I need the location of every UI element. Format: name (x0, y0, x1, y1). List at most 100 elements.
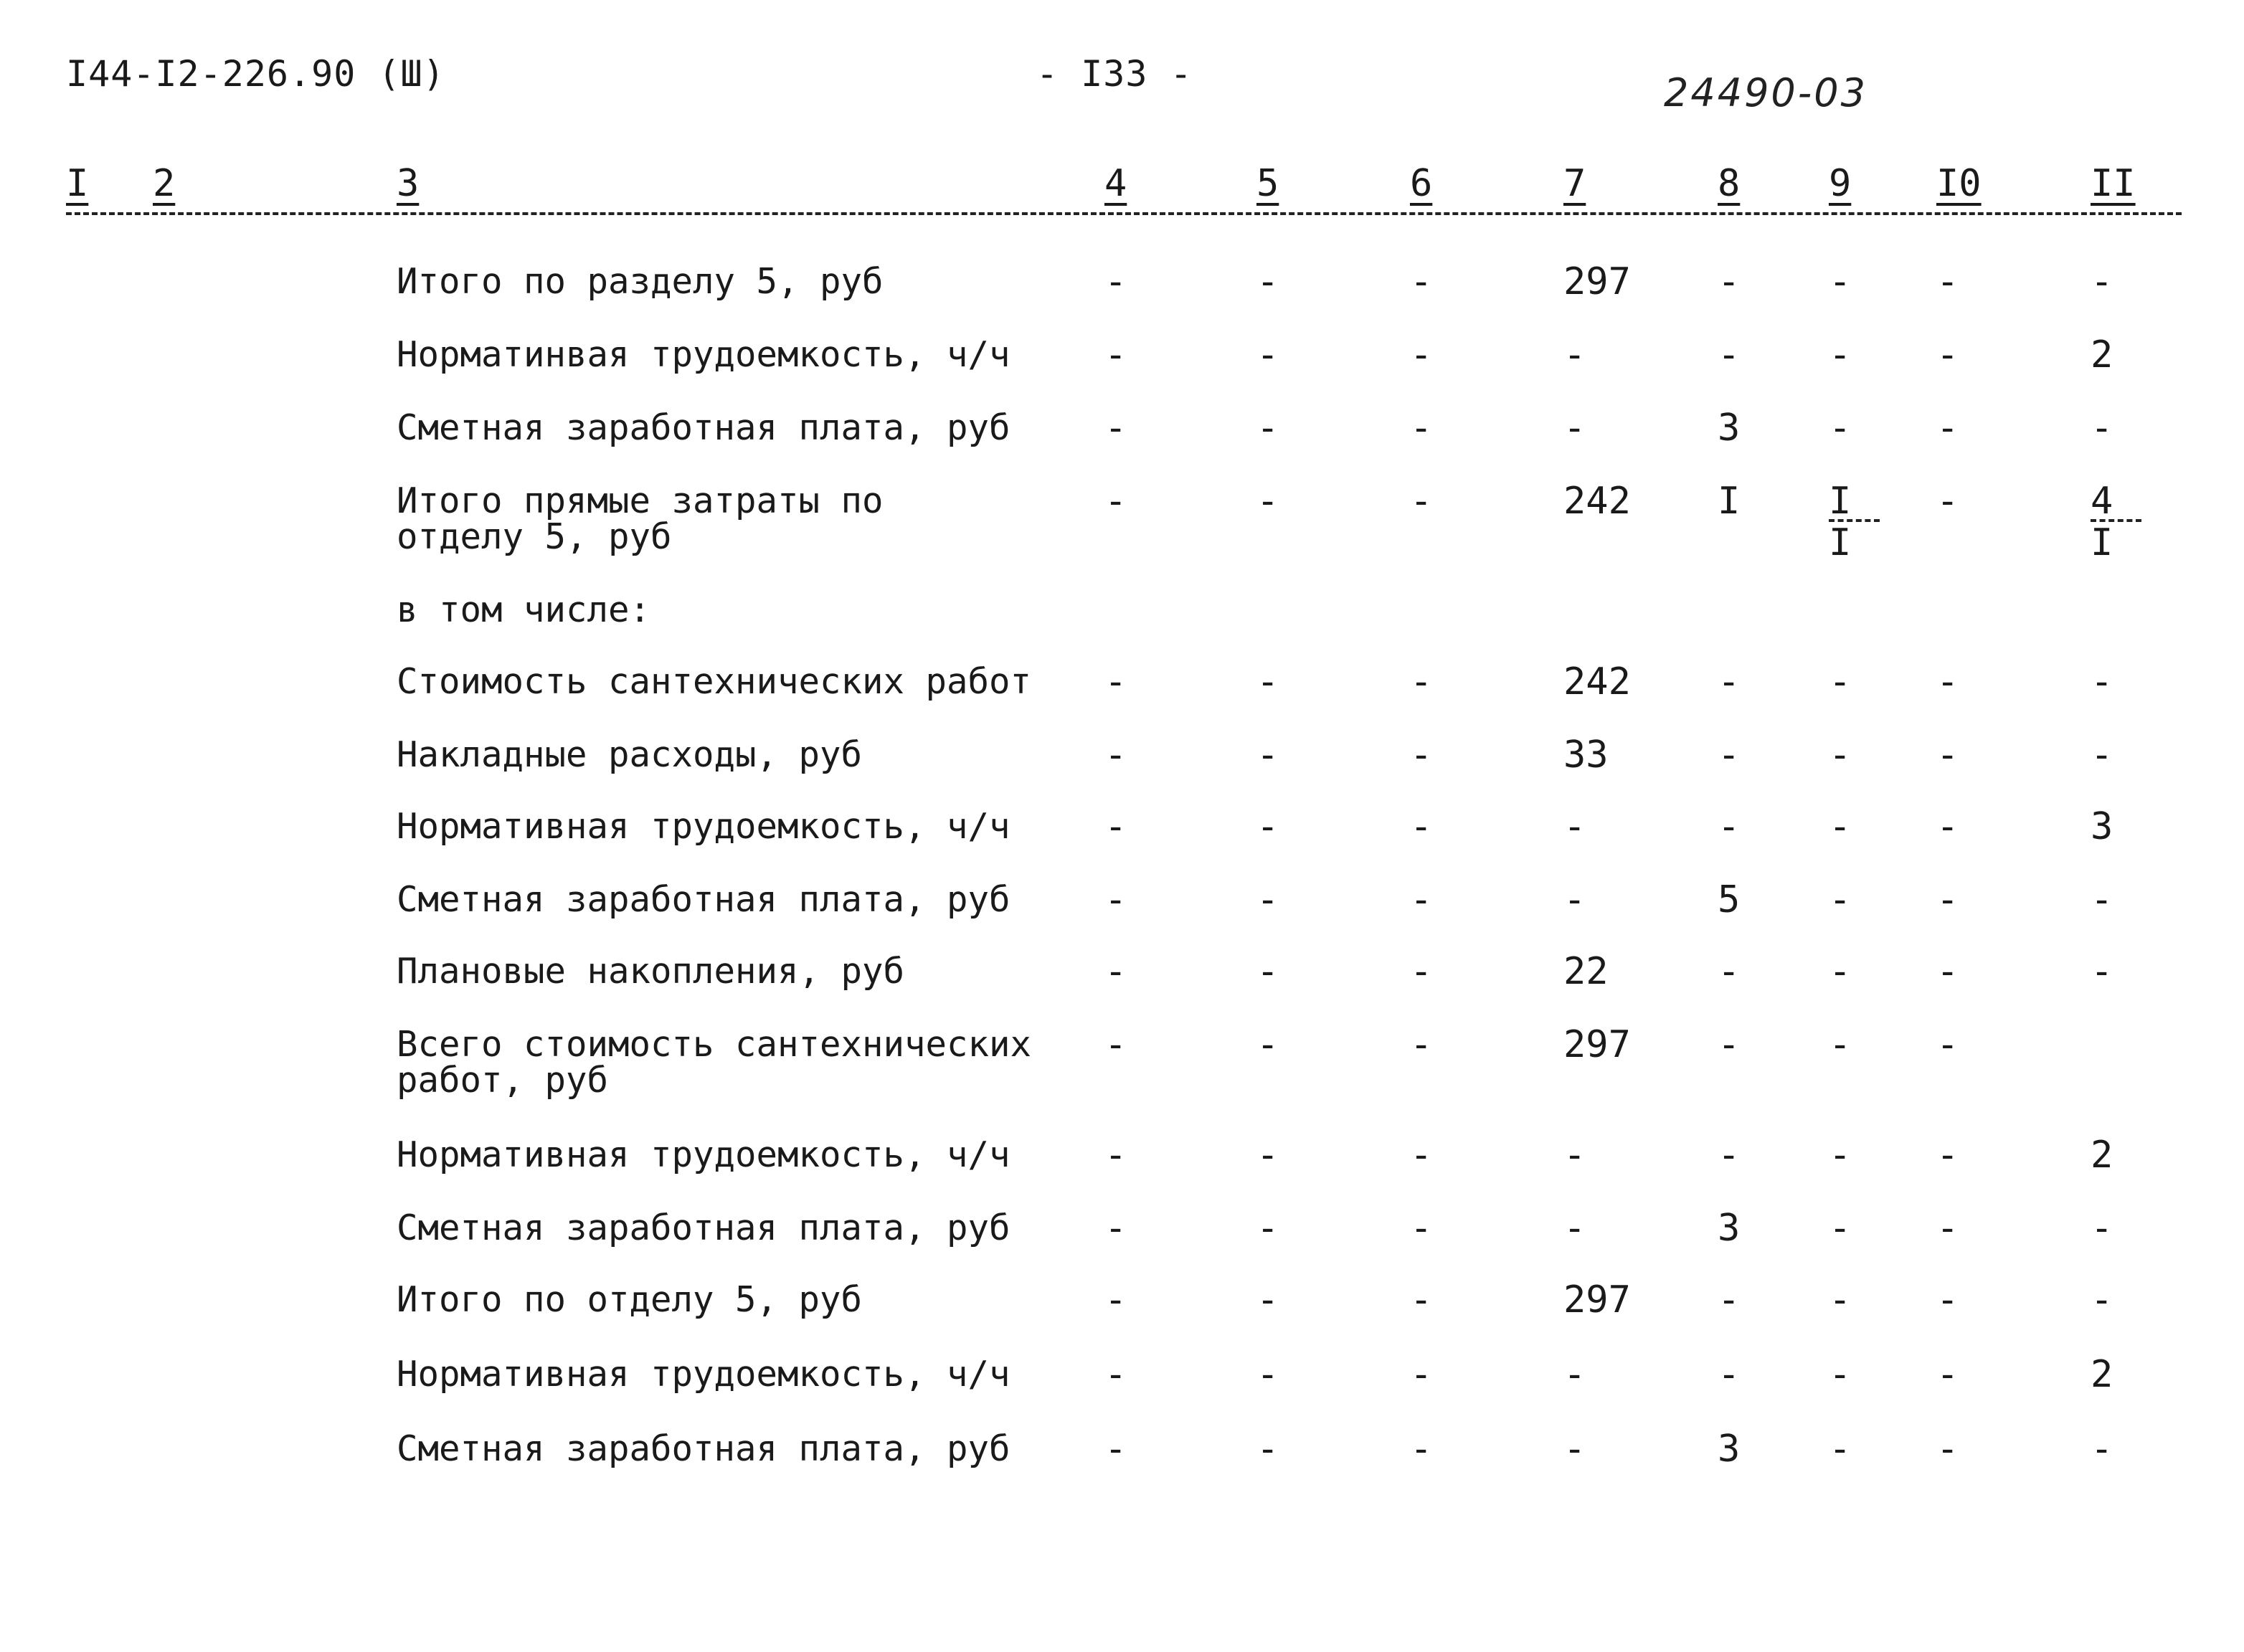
fraction-numerator: I (1829, 483, 1880, 522)
table-cell-col-9: - (1829, 1428, 1852, 1471)
table-cell-col-10: - (1936, 480, 1959, 523)
column-header-rule (66, 212, 2182, 215)
row-label: Сметная заработная плата, руб (397, 1210, 1010, 1246)
table-cell-col-11: - (2091, 1207, 2113, 1250)
column-header-1: I (66, 162, 89, 205)
table-cell-col-11: 2 (2091, 1353, 2113, 1396)
column-header-2: 2 (153, 162, 176, 205)
table-cell-col-8: - (1718, 1278, 1741, 1321)
table-cell-col-4: - (1104, 480, 1127, 523)
table-cell-col-10: - (1936, 950, 1959, 993)
table-cell-col-11: - (2091, 1428, 2113, 1471)
table-cell-col-5: - (1256, 1428, 1279, 1471)
row-label-line: Всего стоимость сантехнических (397, 1024, 1032, 1065)
table-cell-col-4: - (1104, 260, 1127, 303)
table-cell-col-8: - (1718, 1353, 1741, 1396)
row-label: Нормативная трудоемкость, ч/ч (397, 1137, 1010, 1173)
table-cell-col-7: - (1563, 333, 1586, 376)
table-cell-col-5: - (1256, 1353, 1279, 1396)
column-header-3: 3 (397, 162, 420, 205)
table-cell-col-6: - (1410, 480, 1433, 523)
table-cell-col-8: I (1718, 480, 1741, 523)
table-cell-col-10: - (1936, 333, 1959, 376)
handwritten-stamp-number: 24490-03 (1664, 70, 1867, 115)
table-cell-col-11: 2 (2091, 1134, 2113, 1177)
table-cell-col-8: - (1718, 333, 1741, 376)
row-label-line: отделу 5, руб (397, 516, 672, 557)
row-label: Итого по разделу 5, руб (397, 264, 884, 300)
table-cell-col-6: - (1410, 407, 1433, 450)
table-cell-col-9: - (1829, 878, 1852, 921)
row-label: Сметная заработная плата, руб (397, 1431, 1010, 1467)
table-cell-col-8: - (1718, 1134, 1741, 1177)
table-cell-col-7: 242 (1563, 480, 1631, 523)
document-code: I44-I2-226.90 (Ш) (66, 53, 445, 95)
table-cell-col-5: - (1256, 333, 1279, 376)
table-cell-col-5: - (1256, 1207, 1279, 1250)
table-cell-col-8: - (1718, 1023, 1741, 1066)
table-cell-col-9: - (1829, 660, 1852, 703)
table-cell-col-7: - (1563, 407, 1586, 450)
table-cell-col-10: - (1936, 1278, 1959, 1321)
row-label-line: Сметная заработная плата, руб (397, 407, 1010, 448)
table-cell-col-6: - (1410, 1207, 1433, 1250)
table-cell-col-7: 297 (1563, 1278, 1631, 1321)
row-label: Стоимость сантехнических работ (397, 664, 1031, 700)
table-cell-col-6: - (1410, 805, 1433, 848)
table-cell-col-11: 3 (2091, 805, 2113, 848)
table-cell-col-8: 5 (1718, 878, 1741, 921)
row-label-line: Нормативная трудоемкость, ч/ч (397, 1134, 1010, 1175)
table-cell-col-4: - (1104, 333, 1127, 376)
table-cell-col-7: - (1563, 1353, 1586, 1396)
table-cell-col-4: - (1104, 1278, 1127, 1321)
table-cell-col-7: - (1563, 1134, 1586, 1177)
row-label-line: Итого прямые затраты по (397, 480, 884, 521)
column-header-6: 6 (1410, 162, 1433, 205)
table-cell-col-8: - (1718, 660, 1741, 703)
table-cell-col-8: - (1718, 805, 1741, 848)
table-cell-col-10: - (1936, 805, 1959, 848)
table-cell-col-5: - (1256, 480, 1279, 523)
table-cell-col-4: - (1104, 1134, 1127, 1177)
table-cell-col-10: - (1936, 734, 1959, 777)
table-cell-col-10: - (1936, 260, 1959, 303)
table-cell-col-11: - (2091, 260, 2113, 303)
column-header-9: 9 (1829, 162, 1852, 205)
table-cell-col-6: - (1410, 878, 1433, 921)
table-cell-col-6: - (1410, 1278, 1433, 1321)
table-cell-col-6: - (1410, 660, 1433, 703)
fraction-denominator: I (1829, 521, 1852, 564)
row-label-line: Сметная заработная плата, руб (397, 1207, 1010, 1248)
table-cell-col-9: - (1829, 734, 1852, 777)
row-label: Нормативная трудоемкость, ч/ч (397, 809, 1010, 845)
table-cell-col-4: - (1104, 660, 1127, 703)
table-cell-col-7: 22 (1563, 950, 1609, 993)
column-header-11: II (2091, 162, 2136, 205)
table-cell-col-7: 297 (1563, 1023, 1631, 1066)
table-cell-col-10: - (1936, 1023, 1959, 1066)
table-cell-col-4: - (1104, 1023, 1127, 1066)
row-label: Сметная заработная плата, руб (397, 882, 1010, 918)
row-label: Накладные расходы, руб (397, 737, 862, 773)
table-cell-col-5: - (1256, 1023, 1279, 1066)
table-cell-col-9: - (1829, 1353, 1852, 1396)
table-cell-col-4: - (1104, 805, 1127, 848)
table-cell-col-10: - (1936, 1428, 1959, 1471)
table-cell-col-10: - (1936, 1353, 1959, 1396)
table-cell-col-6: - (1410, 950, 1433, 993)
table-cell-col-6: - (1410, 260, 1433, 303)
table-cell-col-5: - (1256, 878, 1279, 921)
table-cell-col-10: - (1936, 1207, 1959, 1250)
table-cell-col-8: - (1718, 734, 1741, 777)
table-cell-col-9: - (1829, 1023, 1852, 1066)
row-label-line: в том числе: (397, 589, 651, 630)
table-cell-col-8: - (1718, 260, 1741, 303)
table-cell-col-8: 3 (1718, 1207, 1741, 1250)
table-cell-col-4: - (1104, 1353, 1127, 1396)
table-cell-col-4: - (1104, 950, 1127, 993)
table-cell-col-11: - (2091, 660, 2113, 703)
table-cell-col-4: - (1104, 734, 1127, 777)
